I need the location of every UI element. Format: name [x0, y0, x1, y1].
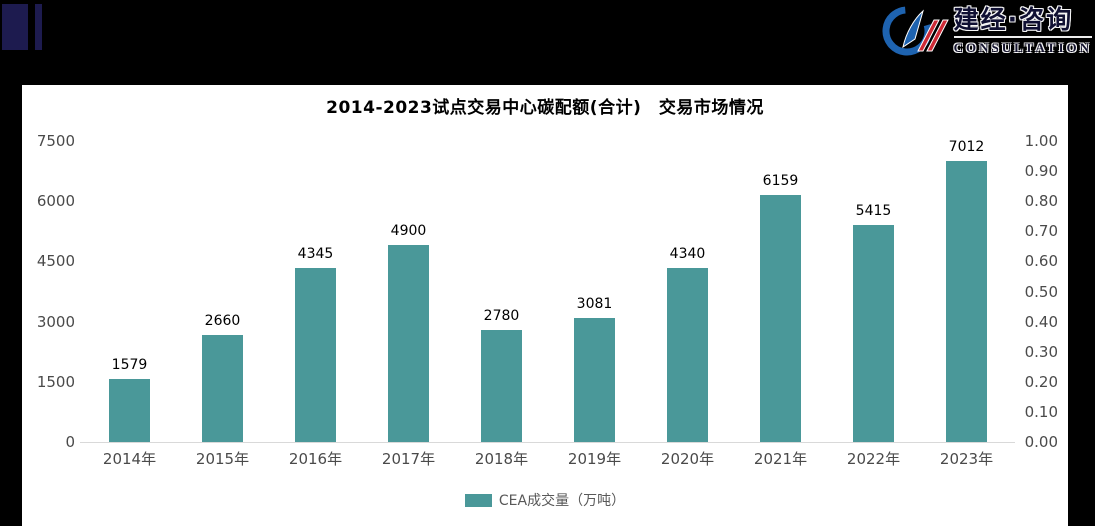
brand-name-english: CONSULTATION — [953, 36, 1092, 56]
decorative-navy-bar — [35, 4, 42, 50]
chart-title: 2014-2023试点交易中心碳配额(合计) 交易市场情况 — [326, 98, 764, 118]
bar-value-label: 4345 — [297, 246, 334, 262]
bar-2020年 — [667, 268, 708, 442]
bar-2015年 — [202, 335, 243, 442]
y-axis-right-tick: 0.00 — [1024, 433, 1058, 451]
brand-logo-icon — [882, 6, 949, 56]
x-axis-tick: 2020年 — [660, 450, 715, 468]
y-axis-left-tick: 1500 — [36, 372, 75, 391]
legend-swatch — [464, 493, 492, 507]
bar-2017年 — [388, 245, 429, 442]
bar-value-label: 2780 — [483, 308, 520, 324]
brand-logo: 建经·咨询 CONSULTATION — [878, 2, 1092, 60]
y-axis-right-tick: 0.60 — [1024, 252, 1058, 271]
x-axis-tick: 2021年 — [753, 450, 808, 468]
y-axis-right-tick: 0.20 — [1024, 372, 1058, 391]
bar-value-label: 1579 — [111, 357, 148, 373]
x-axis-tick: 2016年 — [288, 450, 343, 468]
x-axis-tick: 2018年 — [474, 450, 529, 468]
x-axis-tick: 2019年 — [567, 450, 622, 468]
y-axis-left-tick: 7500 — [36, 132, 75, 150]
x-axis-tick: 2015年 — [195, 450, 250, 468]
bar-value-label: 4340 — [669, 246, 706, 262]
bar-value-label: 2660 — [204, 313, 241, 329]
bar-2023年 — [946, 161, 987, 442]
bar-value-label: 7012 — [948, 139, 985, 155]
y-axis-right-tick: 0.40 — [1024, 312, 1058, 331]
y-axis-left-tick: 3000 — [36, 312, 75, 331]
y-axis-right-tick: 0.10 — [1024, 402, 1058, 421]
bar-value-label: 4900 — [390, 223, 427, 239]
bar-2019年 — [574, 318, 615, 442]
y-axis-right-tick: 1.00 — [1024, 132, 1058, 150]
x-axis-line — [80, 442, 1015, 443]
legend: CEA成交量（万吨） — [22, 490, 1068, 510]
decorative-navy-square — [2, 4, 28, 50]
bar-2021年 — [760, 195, 801, 442]
y-axis-right-tick: 0.90 — [1024, 162, 1058, 181]
bar-2022年 — [853, 225, 894, 442]
y-axis-left-tick: 6000 — [36, 192, 75, 211]
bar-value-label: 3081 — [576, 296, 613, 312]
bar-value-label: 5415 — [855, 203, 892, 219]
bar-value-label: 6159 — [762, 173, 799, 189]
brand-name-chinese: 建经·咨询 — [953, 4, 1074, 34]
y-axis-right-tick: 0.80 — [1024, 192, 1058, 211]
bar-2014年 — [109, 379, 150, 442]
y-axis-right-tick: 0.30 — [1024, 342, 1058, 361]
chart-panel: 2014-2023试点交易中心碳配额(合计) 交易市场情况 CEA成交量（万吨）… — [22, 85, 1068, 526]
x-axis-tick: 2014年 — [102, 450, 157, 468]
bar-2018年 — [481, 330, 522, 442]
x-axis-tick: 2022年 — [846, 450, 901, 468]
x-axis-tick: 2017年 — [381, 450, 436, 468]
y-axis-right-tick: 0.50 — [1024, 282, 1058, 301]
legend-label: CEA成交量（万吨） — [498, 493, 626, 509]
x-axis-tick: 2023年 — [939, 450, 994, 468]
bar-2016年 — [295, 268, 336, 442]
y-axis-left-tick: 4500 — [36, 252, 75, 271]
y-axis-right-tick: 0.70 — [1024, 222, 1058, 241]
y-axis-left-tick: 0 — [65, 433, 75, 451]
